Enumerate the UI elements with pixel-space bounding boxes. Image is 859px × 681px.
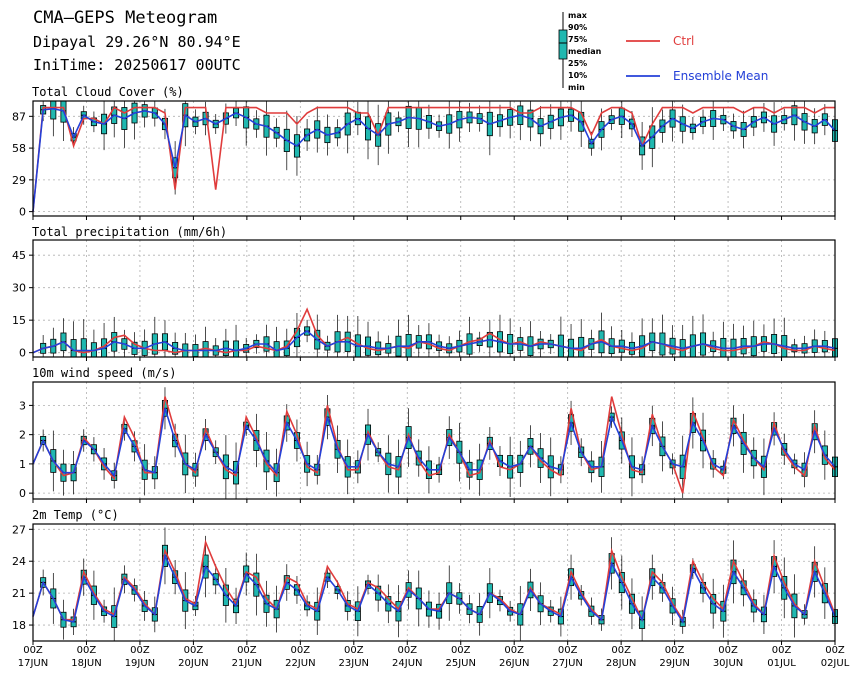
legend-box-label: 75% — [568, 35, 587, 44]
ctrl-line — [32, 106, 835, 212]
legend-box-label: min — [568, 83, 585, 92]
panel-frame — [32, 100, 836, 217]
legend-box-upper — [558, 29, 568, 44]
legend-box-label: 10% — [568, 71, 587, 80]
x-date-label: 01JUL — [767, 658, 796, 669]
x-hour-label: 00Z — [237, 645, 257, 656]
y-tick-label: 0 — [19, 347, 26, 360]
x-date-label: 26JUN — [499, 658, 529, 669]
x-hour-label: 00Z — [772, 645, 792, 656]
x-hour-label: 00Z — [504, 645, 524, 656]
x-hour-label: 00Z — [611, 645, 631, 656]
x-date-label: 27JUN — [552, 658, 582, 669]
y-tick-label: 45 — [12, 249, 26, 262]
x-date-label: 17JUN — [18, 658, 48, 669]
y-tick-label: 18 — [12, 619, 26, 632]
x-date-label: 22JUN — [285, 658, 315, 669]
ensemble-mean-line — [32, 553, 836, 625]
init-time-label: IniTime: 20250617 00UTC — [33, 56, 241, 74]
x-date-label: 28JUN — [606, 658, 636, 669]
x-date-label: 30JUN — [713, 658, 743, 669]
x-date-label: 18JUN — [71, 658, 101, 669]
panel-title: 2m Temp (°C) — [32, 508, 119, 522]
panel-frame — [32, 239, 836, 358]
x-hour-label: 00Z — [397, 645, 417, 656]
x-hour-label: 00Z — [718, 645, 738, 656]
x-date-label: 29JUN — [659, 658, 689, 669]
x-hour-label: 00Z — [184, 645, 204, 656]
x-hour-label: 00Z — [451, 645, 471, 656]
x-date-label: 20JUN — [178, 658, 208, 669]
ctrl-line — [32, 396, 836, 494]
ensemble-mean-line — [32, 408, 836, 478]
ensemble-mean-line — [32, 330, 836, 354]
panel-title: 10m wind speed (m/s) — [32, 366, 177, 380]
x-date-label: 02JUL — [821, 658, 850, 669]
legend-ctrl-label: Ctrl — [673, 34, 694, 48]
y-tick-label: 27 — [12, 523, 26, 536]
y-tick-label: 87 — [12, 110, 26, 123]
legend-box-label: 25% — [568, 59, 587, 68]
y-tick-label: 30 — [12, 282, 26, 295]
y-tick-label: 21 — [12, 587, 26, 600]
y-tick-label: 15 — [12, 314, 26, 327]
chart-title: CMA—GEPS Meteogram — [33, 8, 218, 28]
legend-box-label: max — [568, 11, 588, 20]
x-date-label: 24JUN — [392, 658, 422, 669]
box-body — [233, 340, 240, 358]
x-hour-label: 00Z — [558, 645, 578, 656]
x-hour-label: 00Z — [291, 645, 311, 656]
y-tick-label: 2 — [19, 429, 26, 442]
panel-title: Total precipitation (mm/6h) — [32, 225, 227, 239]
x-hour-label: 00Z — [23, 645, 43, 656]
x-date-label: 25JUN — [445, 658, 475, 669]
box-body — [50, 100, 57, 120]
location-label: Dipayal 29.26°N 80.94°E — [33, 33, 241, 51]
x-hour-label: 00Z — [665, 645, 685, 656]
y-tick-label: 29 — [12, 174, 26, 187]
legend-box-label: 90% — [568, 23, 587, 32]
y-tick-label: 58 — [12, 142, 26, 155]
ctrl-line — [32, 539, 836, 623]
x-hour-label: 00Z — [825, 645, 845, 656]
ensemble-mean-line — [32, 107, 836, 212]
y-tick-label: 3 — [19, 399, 26, 412]
y-tick-label: 1 — [19, 458, 26, 471]
legend-box-lower — [558, 42, 568, 60]
x-date-label: 19JUN — [125, 658, 155, 669]
y-tick-label: 24 — [12, 555, 26, 568]
x-hour-label: 00Z — [77, 645, 97, 656]
panel-frame — [32, 523, 836, 642]
y-tick-label: 0 — [19, 206, 26, 219]
legend-box-label: median — [568, 47, 602, 56]
panel-title: Total Cloud Cover (%) — [32, 85, 184, 99]
x-hour-label: 00Z — [344, 645, 364, 656]
y-tick-label: 0 — [19, 487, 26, 500]
x-date-label: 23JUN — [339, 658, 369, 669]
panel-frame — [32, 381, 836, 500]
legend-mean-label: Ensemble Mean — [673, 69, 768, 83]
box-body — [80, 338, 87, 358]
x-date-label: 21JUN — [232, 658, 262, 669]
x-hour-label: 00Z — [130, 645, 150, 656]
